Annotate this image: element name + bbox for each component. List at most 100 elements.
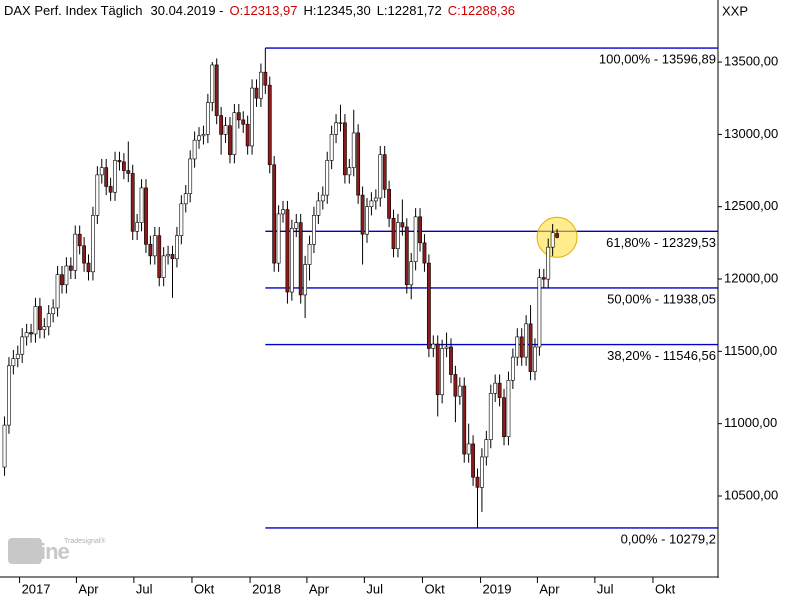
candle-body xyxy=(2,424,7,468)
x-tick-label: Jul xyxy=(136,581,153,596)
level-label: 100,00% - 13596,89 xyxy=(599,51,716,66)
candle-body xyxy=(546,246,551,280)
candle-body xyxy=(192,139,197,160)
watermark-text: online xyxy=(10,539,70,564)
candle-body xyxy=(373,197,378,202)
candle-body xyxy=(267,84,272,166)
candle-body xyxy=(480,456,484,488)
candle-body xyxy=(484,439,489,458)
candle-body xyxy=(51,307,56,315)
candle-body xyxy=(161,255,166,278)
candle-body xyxy=(413,216,418,262)
candle-body xyxy=(179,203,184,236)
quote-value: C:12288,36 xyxy=(448,3,515,18)
candle-body xyxy=(55,274,60,309)
candle-body xyxy=(351,132,356,168)
x-tick-label: Apr xyxy=(78,581,99,596)
candle-body xyxy=(382,154,387,190)
x-tick-label: Okt xyxy=(424,581,445,596)
y-tick-label: 11500,00 xyxy=(724,343,777,358)
candle-body xyxy=(312,215,316,245)
candle-body xyxy=(298,222,303,296)
candle-body xyxy=(555,233,559,238)
watermark-box xyxy=(8,538,42,564)
candle-body xyxy=(347,167,352,176)
candle-body xyxy=(431,343,436,349)
y-tick-label: 11000,00 xyxy=(724,415,777,430)
candle-body xyxy=(20,336,25,355)
x-tick-label: 2018 xyxy=(252,581,281,596)
candle-body xyxy=(170,254,175,260)
candle-body xyxy=(289,228,294,293)
candle-body xyxy=(73,233,78,271)
candle-body xyxy=(29,332,33,335)
y-tick-label: 13000,00 xyxy=(724,126,778,141)
x-tick-label: Jul xyxy=(597,581,614,596)
candle-body xyxy=(356,132,361,196)
y-tick-label: 13500,00 xyxy=(724,53,778,68)
candle-body xyxy=(46,313,51,328)
candle-body xyxy=(533,346,537,372)
candle-body xyxy=(241,119,246,125)
candle-body xyxy=(245,123,250,147)
candle-body xyxy=(104,167,109,187)
candle-body xyxy=(201,134,206,137)
candle-body xyxy=(205,102,210,135)
candle-body xyxy=(537,277,542,348)
candle-body xyxy=(369,200,374,207)
candle-body xyxy=(466,443,471,455)
x-tick-label: 2019 xyxy=(483,581,512,596)
candle-body xyxy=(263,71,268,86)
candle-body xyxy=(396,222,400,249)
candle-body xyxy=(214,64,219,116)
candle-body xyxy=(86,262,91,273)
y-tick-label: 12000,00 xyxy=(724,270,778,285)
candle-body xyxy=(329,134,334,161)
candle-body xyxy=(37,306,42,330)
watermark: online Tradesignal® xyxy=(8,537,106,564)
quote-value: L:12281,72 xyxy=(377,3,442,18)
candle-body xyxy=(82,245,86,264)
x-tick-label: Okt xyxy=(655,581,676,596)
candle-body xyxy=(144,187,148,245)
candle-body xyxy=(493,382,498,394)
candle-body xyxy=(475,476,480,488)
candle-body xyxy=(166,254,170,257)
candle-body xyxy=(400,222,405,228)
candle-body xyxy=(502,397,506,437)
candle-body xyxy=(236,112,241,121)
watermark-brand: Tradesignal® xyxy=(64,537,106,545)
candle-body xyxy=(307,244,312,265)
candle-body xyxy=(11,358,16,367)
candle-body xyxy=(281,209,285,215)
candle-body xyxy=(121,161,126,171)
candle-body xyxy=(148,244,153,257)
candle-body xyxy=(219,115,224,135)
candle-body xyxy=(113,160,117,193)
candle-body xyxy=(99,167,104,176)
candle-body xyxy=(294,222,299,229)
candle-body xyxy=(440,348,445,396)
candle-body xyxy=(338,122,343,124)
candle-body xyxy=(175,235,179,260)
candle-body xyxy=(95,174,100,216)
candle-body xyxy=(197,135,201,141)
candle-body xyxy=(223,125,228,135)
chart-header: DAX Perf. Index Täglich 30.04.2019 - O:123… xyxy=(4,3,515,18)
candle-body xyxy=(272,164,277,264)
candle-body xyxy=(130,173,135,232)
candle-body xyxy=(418,216,422,244)
candle-body xyxy=(108,186,113,193)
candle-body xyxy=(91,215,95,273)
candle-body xyxy=(24,332,29,338)
candle-body xyxy=(404,226,409,286)
chart-title: DAX Perf. Index Täglich xyxy=(4,3,143,18)
candle-body xyxy=(188,158,193,194)
candle-body xyxy=(360,194,365,235)
candle-body xyxy=(471,443,475,478)
candle-body xyxy=(365,206,369,235)
candle-body xyxy=(210,64,215,103)
candle-body xyxy=(422,242,427,264)
level-label: 50,00% - 11938,05 xyxy=(607,291,716,306)
